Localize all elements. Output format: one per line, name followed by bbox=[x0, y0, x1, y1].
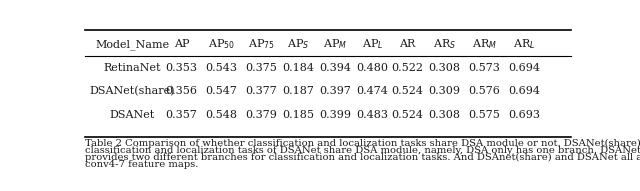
Text: AP$_S$: AP$_S$ bbox=[287, 37, 309, 51]
Text: AP$_{75}$: AP$_{75}$ bbox=[248, 37, 275, 51]
Text: 0.356: 0.356 bbox=[166, 86, 198, 96]
Text: 0.575: 0.575 bbox=[468, 110, 500, 120]
Text: 0.397: 0.397 bbox=[319, 86, 351, 96]
Text: 0.474: 0.474 bbox=[356, 86, 388, 96]
Text: AR: AR bbox=[399, 39, 415, 49]
Text: 0.543: 0.543 bbox=[205, 63, 237, 73]
Text: 0.693: 0.693 bbox=[508, 110, 540, 120]
Text: 0.480: 0.480 bbox=[356, 63, 388, 73]
Text: provides two different branches for classification and localization tasks. And D: provides two different branches for clas… bbox=[85, 153, 640, 162]
Text: 0.184: 0.184 bbox=[282, 63, 314, 73]
Text: 0.576: 0.576 bbox=[468, 86, 500, 96]
Text: 0.308: 0.308 bbox=[429, 110, 461, 120]
Text: 0.394: 0.394 bbox=[319, 63, 351, 73]
Text: conv4-7 feature maps.: conv4-7 feature maps. bbox=[85, 160, 198, 169]
Text: classification and localization tasks of DSANet share DSA module, namely, DSA on: classification and localization tasks of… bbox=[85, 146, 640, 155]
Text: Model_Name: Model_Name bbox=[95, 39, 169, 50]
Text: 0.399: 0.399 bbox=[319, 110, 351, 120]
Text: AP: AP bbox=[174, 39, 189, 49]
Text: 0.308: 0.308 bbox=[429, 63, 461, 73]
Text: Table 2 Comparison of whether classification and localization tasks share DSA mo: Table 2 Comparison of whether classifica… bbox=[85, 139, 640, 148]
Text: 0.548: 0.548 bbox=[205, 110, 237, 120]
Text: 0.694: 0.694 bbox=[508, 63, 540, 73]
Text: AR$_L$: AR$_L$ bbox=[513, 37, 535, 51]
Text: 0.185: 0.185 bbox=[282, 110, 314, 120]
Text: DSANet(share): DSANet(share) bbox=[90, 86, 175, 96]
Text: 0.524: 0.524 bbox=[392, 110, 424, 120]
Text: 0.547: 0.547 bbox=[205, 86, 237, 96]
Text: 0.187: 0.187 bbox=[282, 86, 314, 96]
Text: 0.573: 0.573 bbox=[468, 63, 500, 73]
Text: 0.483: 0.483 bbox=[356, 110, 388, 120]
Text: DSANet: DSANet bbox=[109, 110, 155, 120]
Text: 0.524: 0.524 bbox=[392, 86, 424, 96]
Text: AP$_{50}$: AP$_{50}$ bbox=[208, 37, 235, 51]
Text: 0.522: 0.522 bbox=[392, 63, 424, 73]
Text: 0.379: 0.379 bbox=[245, 110, 277, 120]
Text: AP$_L$: AP$_L$ bbox=[362, 37, 383, 51]
Text: 0.694: 0.694 bbox=[508, 86, 540, 96]
Text: 0.309: 0.309 bbox=[429, 86, 461, 96]
Text: 0.375: 0.375 bbox=[245, 63, 277, 73]
Text: RetinaNet: RetinaNet bbox=[103, 63, 161, 73]
Text: 0.353: 0.353 bbox=[166, 63, 198, 73]
Text: 0.377: 0.377 bbox=[245, 86, 277, 96]
Text: AR$_M$: AR$_M$ bbox=[472, 37, 497, 51]
Text: AR$_S$: AR$_S$ bbox=[433, 37, 456, 51]
Text: AP$_M$: AP$_M$ bbox=[323, 37, 348, 51]
Text: 0.357: 0.357 bbox=[166, 110, 198, 120]
